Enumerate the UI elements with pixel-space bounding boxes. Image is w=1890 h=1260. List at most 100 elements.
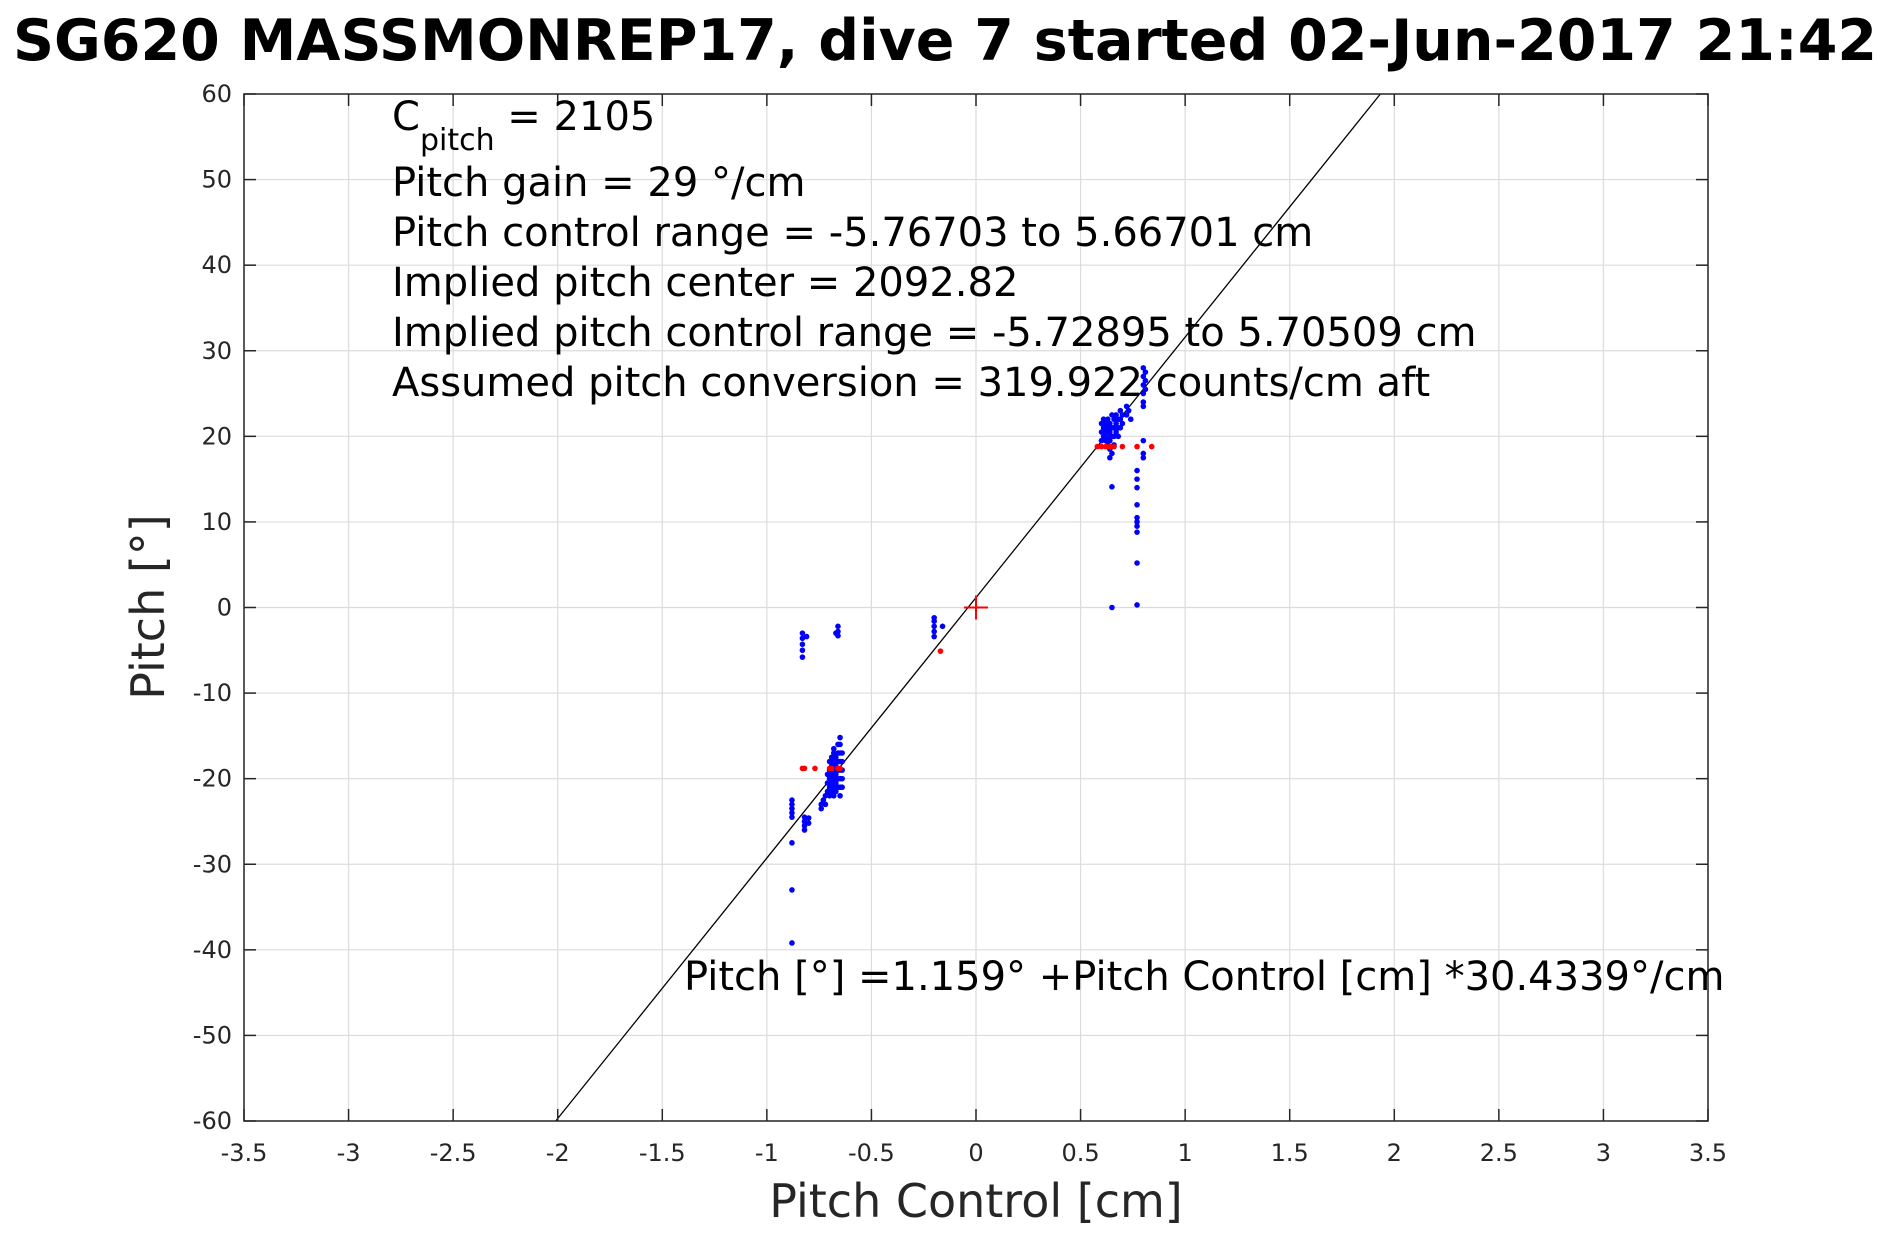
y-tick-label: 30 [201,337,232,365]
data-point [837,765,843,772]
x-tick-label: -3.5 [221,1139,268,1167]
chart-title: SG620 MASSMONREP17, dive 7 started 02-Ju… [13,8,1877,74]
data-point [837,734,843,741]
y-axis-label: Pitch [°] [121,514,175,700]
data-point [789,810,795,816]
implied-pitch-center-annotation: Implied pitch center = 2092.82 [392,260,1018,306]
data-point [818,801,825,808]
data-point [833,630,839,636]
data-point [1109,412,1115,418]
data-point [1113,429,1119,435]
data-point [1134,502,1140,508]
data-point [1123,412,1130,418]
data-point [799,647,806,654]
data-point [824,780,831,786]
data-point [1094,443,1101,450]
data-point [1134,443,1140,450]
c-pitch-subscript: pitch [420,123,495,158]
data-point [826,775,833,782]
data-point [1107,420,1113,427]
data-point [1100,433,1107,440]
data-point [1102,443,1109,450]
data-point [1140,450,1147,457]
data-point [801,827,808,833]
data-point [1104,433,1111,440]
data-point [805,820,812,826]
x-tick-label: 3.5 [1689,1139,1727,1167]
data-point [931,628,937,635]
x-tick-label: -2 [546,1139,570,1167]
x-tick-label: -0.5 [848,1139,895,1167]
data-point [1102,429,1109,435]
data-point [839,750,845,756]
data-point [826,758,833,765]
data-point [1111,416,1117,423]
data-point [803,633,810,640]
data-point [1113,420,1119,427]
data-point [939,623,946,630]
data-point [1111,433,1117,440]
data-point [826,784,833,791]
data-point [1140,365,1147,371]
data-point [1134,523,1140,529]
pitch-control-range-annotation: Pitch control range = -5.76703 to 5.6670… [392,210,1313,256]
data-point [828,780,835,786]
data-point [799,654,806,660]
data-point [789,801,795,808]
data-point [1119,420,1126,427]
data-point [789,814,795,820]
data-point [1100,416,1107,423]
data-point [828,765,835,772]
data-point [1123,403,1130,410]
data-point [1107,443,1113,450]
c-pitch-annotation: Cpitch = 2105 [392,94,655,158]
y-tick-label: -30 [193,850,232,878]
x-axis-label: Pitch Control [cm] [769,1174,1183,1228]
x-tick-label: 1 [1178,1139,1193,1167]
data-point [1134,519,1140,525]
data-point [828,754,835,761]
data-point [1111,443,1117,450]
data-point [1134,476,1140,482]
data-point [1107,454,1113,461]
data-point [812,765,818,772]
data-point [805,815,812,821]
data-point [833,754,839,761]
data-point [1102,420,1109,427]
x-tick-label: 0 [968,1139,983,1167]
data-point [799,635,806,642]
data-point [839,775,845,782]
data-point [1134,529,1140,535]
data-point [1107,437,1113,444]
data-point [818,805,825,812]
data-point [789,940,795,946]
data-point [830,750,837,756]
data-point [820,797,827,803]
data-point [1109,604,1115,611]
data-point [835,623,841,630]
pitch-gain-annotation: Pitch gain = 29 °/cm [392,160,805,206]
data-point [830,775,837,782]
data-point [937,648,944,654]
data-point [1102,437,1109,444]
data-point [789,887,795,893]
y-tick-label: 50 [201,166,232,194]
data-point [830,745,837,752]
data-point [1107,429,1113,435]
x-tick-label: 0.5 [1061,1139,1099,1167]
data-point [839,784,845,791]
data-point [1134,514,1140,521]
y-tick-label: -10 [193,679,232,707]
data-point [931,633,937,640]
data-point [1140,399,1147,405]
data-point [1140,373,1147,380]
data-point [1148,443,1155,450]
data-point [1098,437,1105,444]
axis-ticks: -3.5 -3 -2.5 -2 -1.5 -1 -0.5 0 0.5 1 1.5 2 2.5 3 3.5 -6… [193,80,1727,1167]
y-tick-label: 10 [201,508,232,536]
data-point [1098,420,1105,427]
data-point [789,840,795,846]
assumed-pitch-conversion-annotation: Assumed pitch conversion = 319.922 count… [392,360,1430,406]
data-point [1142,377,1149,384]
x-tick-label: 2 [1387,1139,1402,1167]
